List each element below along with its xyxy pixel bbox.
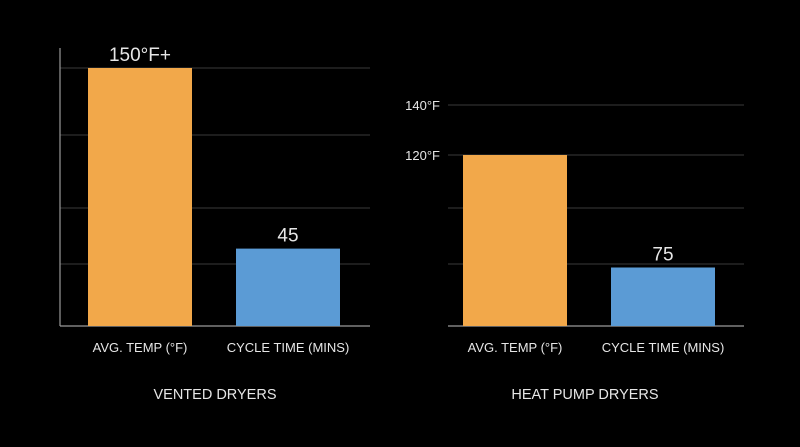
vented-category-labels: AVG. TEMP (°F) CYCLE TIME (MINS): [93, 340, 350, 355]
heat-pump-tick-labels: 140°F 120°F: [405, 98, 440, 163]
heat-pump-bar-cycle-time-mins: [611, 267, 715, 326]
heat-pump-category-label: AVG. TEMP (°F): [468, 340, 563, 355]
heat-pump-tick-label: 120°F: [405, 148, 440, 163]
heat-pump-tick-label: 140°F: [405, 98, 440, 113]
vented-bar-cycle-time-mins: [236, 248, 340, 326]
vented-dryers-title: VENTED DRYERS: [153, 387, 276, 403]
vented-data-label: 45: [277, 226, 298, 247]
heat-pump-bars: [463, 155, 715, 326]
vented-category-label: AVG. TEMP (°F): [93, 340, 188, 355]
vented-bar-avg-temp-f: [88, 68, 192, 326]
heat-pump-data-labels: 75: [652, 245, 673, 266]
vented-category-label: CYCLE TIME (MINS): [227, 340, 350, 355]
heat-pump-bar-avg-temp-f: [463, 155, 567, 326]
vented-dryers-panel: 150°F+ 45 AVG. TEMP (°F) CYCLE TIME (MINS)…: [59, 45, 370, 403]
vented-data-labels: 150°F+ 45: [109, 45, 299, 247]
heat-pump-category-label: CYCLE TIME (MINS): [602, 340, 725, 355]
heat-pump-dryers-panel: 75 140°F 120°F AVG. TEMP (°F) CYCLE TIME (…: [405, 98, 744, 403]
vented-data-label: 150°F+: [109, 45, 171, 66]
vented-bars: [88, 68, 340, 326]
heat-pump-data-label: 75: [652, 245, 673, 266]
heat-pump-category-labels: AVG. TEMP (°F) CYCLE TIME (MINS): [468, 340, 725, 355]
heat-pump-dryers-title: HEAT PUMP DRYERS: [511, 387, 658, 403]
